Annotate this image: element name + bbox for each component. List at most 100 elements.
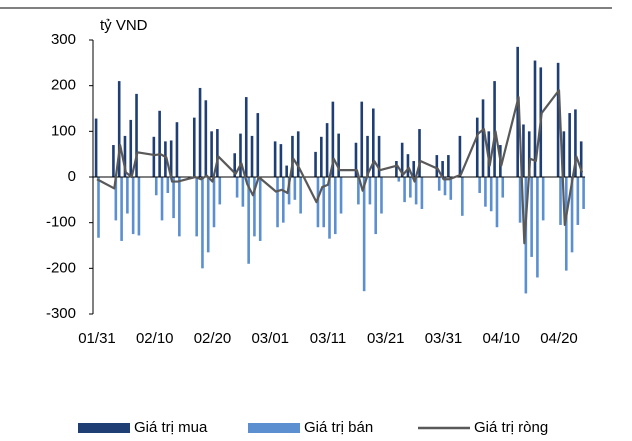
bar [400,142,404,177]
bar [418,129,421,177]
bar [201,177,204,269]
bar [530,177,533,257]
bar [397,177,401,182]
bar [360,101,364,177]
bar [216,129,219,177]
bar [570,177,574,253]
y-tick-label: 100 [51,122,76,139]
x-tick-label: 01/31 [78,330,116,347]
bar [206,177,210,253]
bar [158,110,161,177]
bar [458,135,462,177]
bar [154,177,158,196]
bar [568,113,571,177]
bar [414,177,418,205]
bar [501,177,505,198]
bar [527,131,531,177]
bar [235,177,239,198]
bar [339,177,343,214]
bar [420,177,424,209]
bar [123,135,127,177]
bar [564,177,568,271]
bar [137,177,141,236]
bar [406,154,410,177]
bar [484,177,487,207]
bar [97,177,100,238]
x-tick-label: 03/31 [425,330,463,347]
legend-swatch [78,423,130,433]
bar [395,161,398,177]
bar [435,155,439,177]
bar [135,93,138,177]
bar [247,177,250,264]
bar [536,177,539,278]
bar [291,135,294,177]
bar [169,140,173,177]
y-tick-label: -300 [46,305,76,322]
bar [441,161,444,177]
bar [160,177,164,221]
bar [285,165,288,177]
bar [409,177,412,198]
bar [556,62,560,178]
bar [366,135,369,177]
net-line [96,89,584,245]
bar [374,177,377,235]
bar [443,177,447,196]
bar [212,177,216,228]
x-tick-label: 04/20 [540,330,578,347]
bar [126,177,129,214]
bar [328,177,331,239]
bar [233,153,236,177]
bar [331,101,335,177]
bar [117,81,121,177]
bar [314,151,317,177]
y-tick-label: 300 [51,31,76,48]
bar [175,122,179,177]
x-tick-label: 03/11 [310,330,346,347]
bar [192,117,196,177]
bar [322,177,326,228]
bar [279,144,283,177]
bar [316,177,320,228]
bar [368,177,372,205]
bar [533,60,537,177]
bar [218,177,222,205]
bar [579,141,583,177]
bar [412,161,416,177]
bar [241,177,245,207]
bar [250,135,254,177]
bar [166,177,170,193]
x-tick-label: 04/10 [482,330,520,347]
bar [403,177,406,203]
legend-label: Giá trị mua [134,419,208,436]
bar [481,99,485,177]
bar [574,109,577,177]
bar [495,177,499,228]
bar [299,177,302,214]
x-tick-label: 03/21 [367,330,405,347]
y-tick-label: 0 [68,168,76,185]
bar [210,131,213,177]
bar [253,177,256,237]
bar [276,177,279,228]
legend-label: Giá trị ròng [474,419,548,436]
bar [256,113,260,177]
x-tick-label: 02/10 [136,330,174,347]
bar [377,135,381,177]
bar [582,177,585,209]
bar [475,117,479,177]
bar [164,141,167,177]
bar [447,155,450,177]
legend-swatch [248,423,300,433]
y-tick-label: 200 [51,77,76,94]
bar [239,133,242,177]
bar [114,177,118,221]
bar [258,177,262,241]
bar [296,131,300,177]
bar [129,119,133,177]
y-axis-label: tỷ VND [100,17,148,34]
bar [244,97,248,177]
legend-label: Giá trị bán [304,419,373,436]
